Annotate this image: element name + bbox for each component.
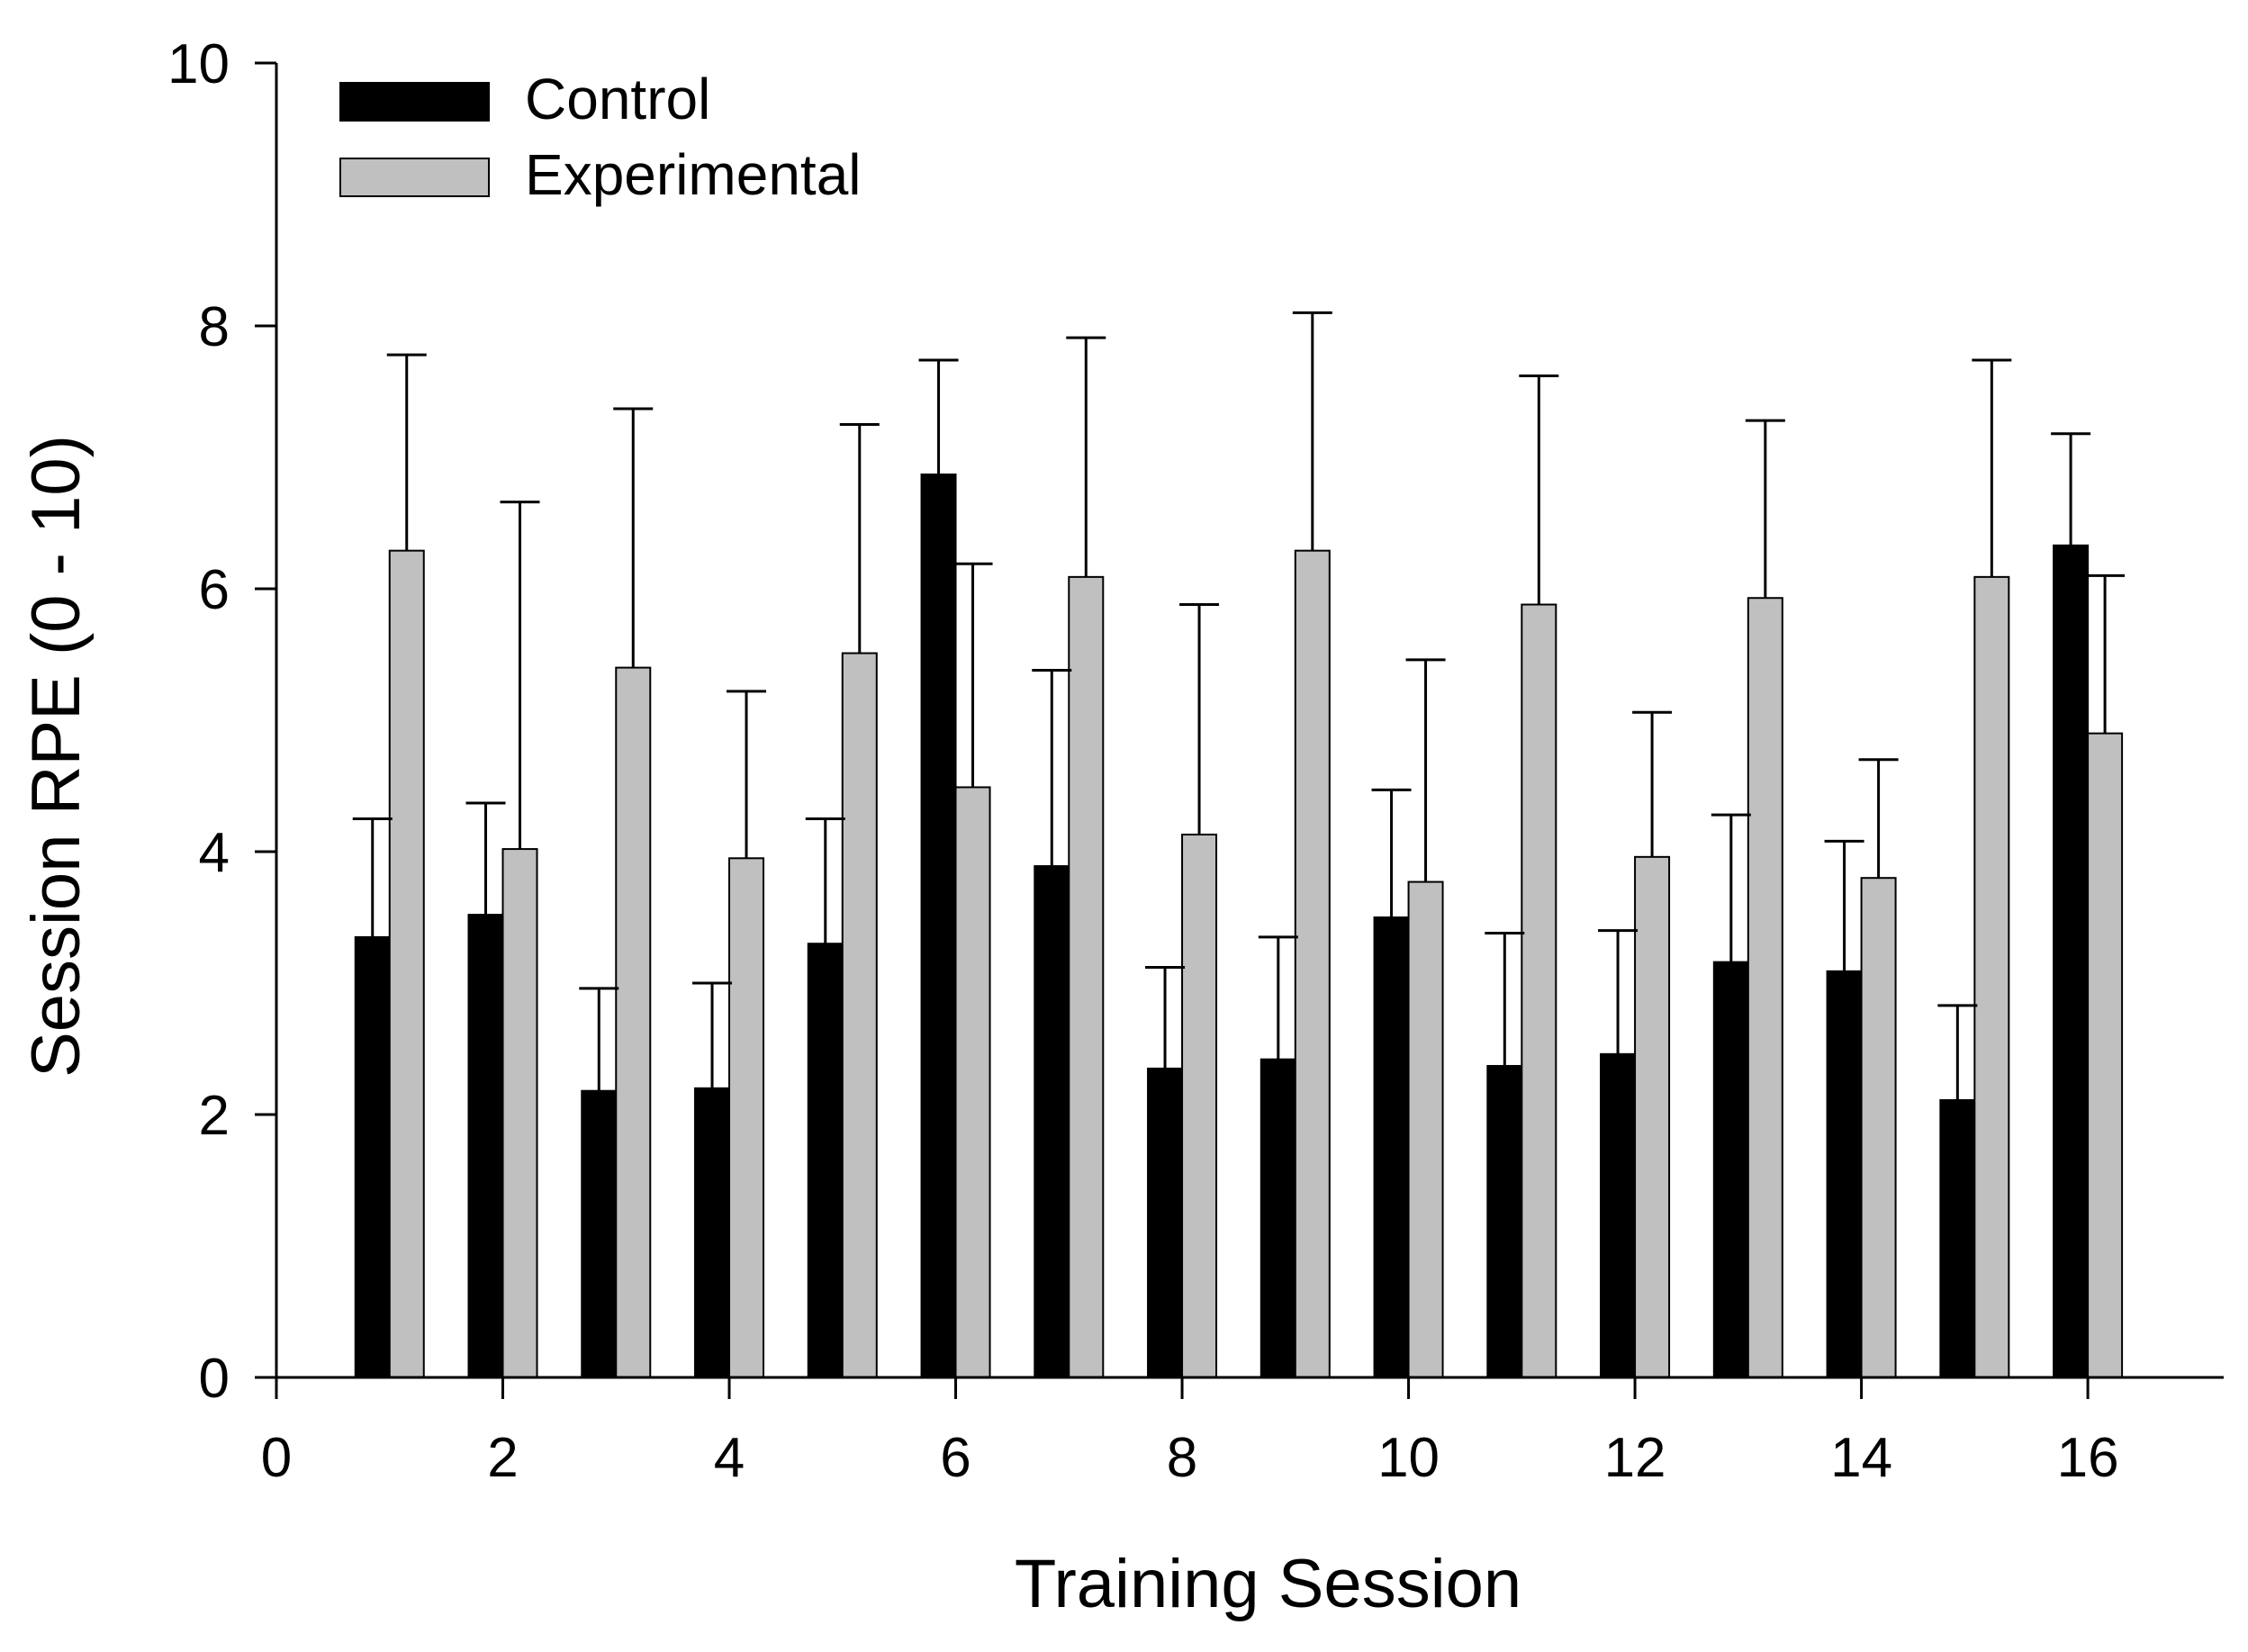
bar-control-8: [1147, 1067, 1184, 1379]
bar-experimental-16: [2087, 732, 2124, 1378]
bar-control-1: [354, 935, 391, 1379]
bar-control-2: [467, 914, 504, 1378]
legend-swatch-control: [339, 82, 490, 122]
x-tick-label-14: 14: [1830, 1427, 1892, 1489]
axes-layer: 0 2 4 6 8 10 0 2 4 6 8 10 12 14 16: [167, 33, 2224, 1489]
x-tick-label-6: 6: [940, 1427, 971, 1489]
bars-layer: [354, 473, 2124, 1379]
y-tick-label-2: 2: [199, 1085, 230, 1147]
bar-experimental-12: [1634, 855, 1671, 1378]
x-tick-label-16: 16: [2057, 1427, 2119, 1489]
bar-experimental-15: [1973, 575, 2010, 1378]
bar-experimental-2: [501, 848, 538, 1378]
bar-experimental-10: [1407, 880, 1444, 1378]
y-tick-label-6: 6: [199, 559, 230, 621]
x-axis-title: Training Session: [1015, 1546, 1521, 1622]
legend-swatch-experimental: [339, 158, 490, 197]
bar-control-10: [1373, 916, 1410, 1378]
x-tick-label-12: 12: [1604, 1427, 1666, 1489]
y-tick-label-10: 10: [167, 33, 230, 95]
bar-experimental-4: [728, 857, 765, 1378]
y-axis-title: Session RPE (0 - 10): [18, 435, 95, 1078]
bar-experimental-3: [615, 666, 652, 1378]
legend-label-control: Control: [525, 67, 710, 131]
x-tick-label-4: 4: [714, 1427, 745, 1489]
bar-control-15: [1939, 1098, 1976, 1378]
y-tick-label-8: 8: [199, 296, 230, 358]
bar-experimental-5: [841, 652, 878, 1378]
bar-experimental-11: [1521, 603, 1557, 1378]
x-tick-label-0: 0: [261, 1427, 292, 1489]
bar-experimental-1: [388, 549, 425, 1378]
bar-control-7: [1034, 865, 1070, 1378]
bar-experimental-9: [1294, 549, 1331, 1378]
bar-control-6: [920, 473, 957, 1378]
legend-label-experimental: Experimental: [525, 142, 862, 207]
y-tick-label-4: 4: [199, 822, 230, 884]
y-tick-label-0: 0: [199, 1348, 230, 1410]
x-tick-label-2: 2: [487, 1427, 518, 1489]
bar-control-3: [581, 1089, 618, 1378]
bar-control-16: [2053, 544, 2090, 1378]
legend: Control Experimental: [339, 67, 862, 207]
bar-control-11: [1486, 1064, 1523, 1378]
bar-control-5: [807, 943, 844, 1378]
bar-control-9: [1259, 1058, 1296, 1379]
bar-experimental-13: [1747, 597, 1783, 1378]
error-bars-layer: [352, 311, 2126, 1100]
bar-control-13: [1712, 961, 1749, 1378]
bar-control-4: [694, 1087, 731, 1379]
x-tick-label-10: 10: [1377, 1427, 1440, 1489]
bar-experimental-7: [1068, 575, 1105, 1378]
bar-experimental-8: [1181, 834, 1218, 1378]
bar-control-12: [1600, 1052, 1637, 1378]
bar-control-14: [1826, 970, 1863, 1378]
bar-experimental-14: [1860, 877, 1897, 1378]
x-tick-label-8: 8: [1167, 1427, 1197, 1489]
bar-experimental-6: [954, 786, 991, 1378]
